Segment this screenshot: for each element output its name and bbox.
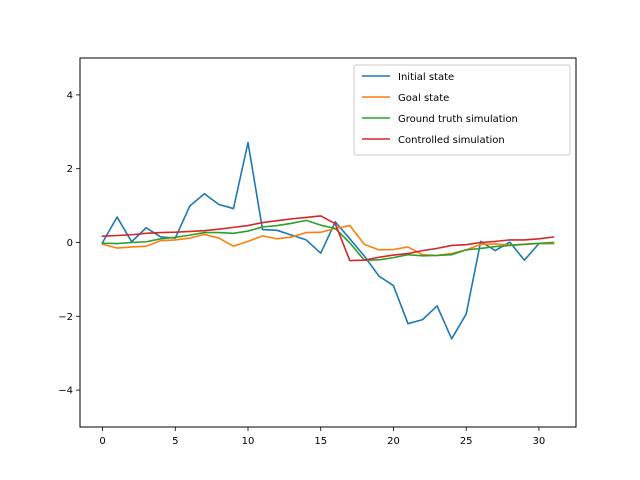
x-tick-label-0: 0 bbox=[99, 436, 105, 447]
legend-label-0: Initial state bbox=[398, 72, 454, 83]
x-tick-label-2: 10 bbox=[242, 436, 255, 447]
series-line-1 bbox=[101, 224, 555, 257]
series-line-2 bbox=[101, 219, 555, 262]
x-axis: 0 5 10 15 20 25 30 bbox=[99, 427, 545, 447]
x-tick-label-1: 5 bbox=[172, 436, 178, 447]
legend-label-2: Ground truth simulation bbox=[398, 114, 518, 125]
y-tick-label-4: 4 bbox=[67, 90, 73, 101]
legend-box bbox=[353, 64, 571, 156]
y-tick-label-3: 2 bbox=[67, 164, 73, 175]
legend-label-1: Goal state bbox=[398, 93, 449, 104]
x-tick-label-6: 30 bbox=[533, 436, 546, 447]
series-layer bbox=[101, 141, 555, 340]
series-line-3 bbox=[101, 215, 555, 262]
y-tick-label-2: 0 bbox=[67, 238, 73, 249]
x-tick-label-5: 25 bbox=[460, 436, 473, 447]
legend-label-3: Controlled simulation bbox=[398, 135, 505, 146]
y-tick-label-1: −2 bbox=[58, 312, 73, 323]
y-axis: −4 −2 0 2 4 bbox=[58, 90, 80, 397]
x-tick-label-4: 20 bbox=[387, 436, 400, 447]
legend: Initial state Goal state Ground truth simu… bbox=[353, 64, 571, 156]
x-tick-label-3: 15 bbox=[314, 436, 327, 447]
y-tick-label-0: −4 bbox=[58, 386, 73, 397]
